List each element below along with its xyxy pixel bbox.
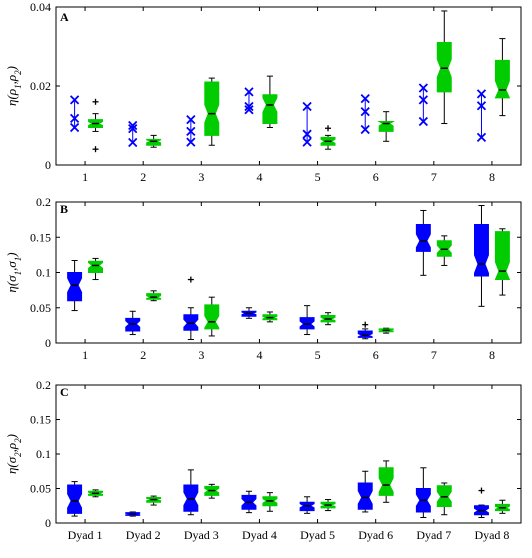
panel-C-xtick-label-3: Dyad 4 [242,528,277,542]
panel-B-green-2-box [204,304,220,330]
panel-A-blue-point-5-2 [360,94,370,104]
panel-B-xtick-label-1: 2 [140,348,146,362]
panel-A-blue-point-6-1 [418,95,428,105]
panel-A-blue-point-4-0 [302,137,312,147]
panel-A-xtick-label-2: 3 [198,170,204,184]
panel-A-ytick-label-1: 0.02 [30,79,51,93]
panel-B-green-0-box [88,260,103,273]
panel-C-xtick-label-1: Dyad 2 [126,528,161,542]
panel-B-frame [55,201,522,344]
panel-A-xtick-label-1: 2 [140,170,146,184]
panel-A-blue-point-2-0 [186,137,196,147]
panel-B-ytick-label-2: 0.1 [36,266,51,280]
panel-A-label: A [60,10,69,24]
panel-B-label: B [60,202,68,216]
panel-A-xtick-label-5: 6 [373,170,379,184]
panel-B-blue-6-box [415,224,431,252]
panel-B-blue-0-box [67,272,83,302]
panel-B-xtick-label-7: 8 [489,348,495,362]
panel-A-blue-point-2-1 [186,126,196,137]
panel-A-green-7-box [494,59,511,99]
panel-A-green-3-box [262,94,278,125]
panel-A-blue-point-7-0 [476,132,487,142]
panel-A-ytick-label-2: 0.04 [30,0,51,14]
panel-C-xtick-label-0: Dyad 1 [68,528,103,542]
panel-A-blue-point-6-2 [418,83,428,93]
panel-A-blue-point-0-2 [69,95,80,105]
panel-B-xtick-label-6: 7 [431,348,437,362]
panel-A-green-1-box [146,138,162,146]
panel-A-blue-point-4-2 [302,101,312,112]
panel-C-ytick-label-4: 0.2 [36,378,51,392]
panel-A-green-2-box [204,81,220,136]
panel-A-blue-point-0-0 [69,122,80,133]
panel-A-blue-point-3-1 [244,101,254,112]
panel-B-ytick-label-4: 0.2 [36,195,51,209]
panel-C-label: C [60,385,69,399]
panel-A-blue-point-5-1 [360,107,370,117]
panel-B-green-7-box [494,231,511,281]
panel-B-ytick-label-1: 0.05 [30,301,51,315]
panel-B-ylabel: η(σ1,σ1) [4,252,23,292]
panel-C-ylabel: η(σ2,ρ2) [4,434,23,474]
panel-A-blue-point-5-0 [360,124,370,135]
panel-A-blue-point-0-1 [69,113,80,124]
panel-B-ytick-label-3: 0.15 [30,230,51,244]
panel-B-xtick-label-4: 5 [315,348,321,362]
panel-A-ylabel: η(ρ1,ρ2) [4,66,23,106]
panel-A-xtick-label-6: 7 [431,170,437,184]
panel-A-blue-point-1-2 [128,120,138,131]
panel-A-blue-point-1-0 [128,137,138,148]
panel-C-xtick-label-2: Dyad 3 [184,528,219,542]
panel-A-xtick-label-3: 4 [256,170,262,184]
panel-A-blue-point-2-2 [186,114,196,125]
panel-C-ytick-label-0: 0 [45,516,51,530]
panel-B-blue-5-box [357,330,373,338]
panel-B-blue-7-box [474,224,489,277]
panel-A-xtick-label-4: 5 [315,170,321,184]
panel-C-xtick-label-6: Dyad 7 [416,528,451,542]
panel-B-xtick-label-2: 3 [198,348,204,362]
panel-B-xtick-label-5: 6 [373,348,379,362]
panel-C-blue-0-box [67,484,83,514]
panel-C-blue-5-box [357,482,373,510]
panel-A-blue-point-3-0 [244,105,254,115]
panel-A-blue-point-1-1 [128,124,138,134]
panel-C-xtick-label-7: Dyad 8 [474,528,509,542]
panel-C-xtick-label-5: Dyad 6 [358,528,393,542]
panel-A-blue-point-7-1 [476,101,487,111]
panel-B-ytick-label-0: 0 [45,336,51,350]
panel-B-xtick-label-0: 1 [82,348,88,362]
panel-A-blue-point-4-1 [302,129,312,139]
panel-C-ytick-label-2: 0.1 [36,447,51,461]
panel-C-ytick-label-3: 0.15 [30,413,51,427]
panel-A-ytick-label-0: 0 [45,158,51,172]
panel-A-green-6-box [436,42,452,93]
panel-A-blue-point-3-2 [244,87,254,97]
panel-B-xtick-label-3: 4 [256,348,262,362]
panel-A-xtick-label-7: 8 [489,170,495,184]
panel-A-xtick-label-0: 1 [82,170,88,184]
panel-C-ytick-label-1: 0.05 [30,482,51,496]
panel-A-blue-point-6-0 [418,116,428,127]
panel-C-xtick-label-4: Dyad 5 [300,528,335,542]
panel-C-green-5-box [378,467,394,496]
panel-A-blue-point-7-2 [476,89,487,99]
